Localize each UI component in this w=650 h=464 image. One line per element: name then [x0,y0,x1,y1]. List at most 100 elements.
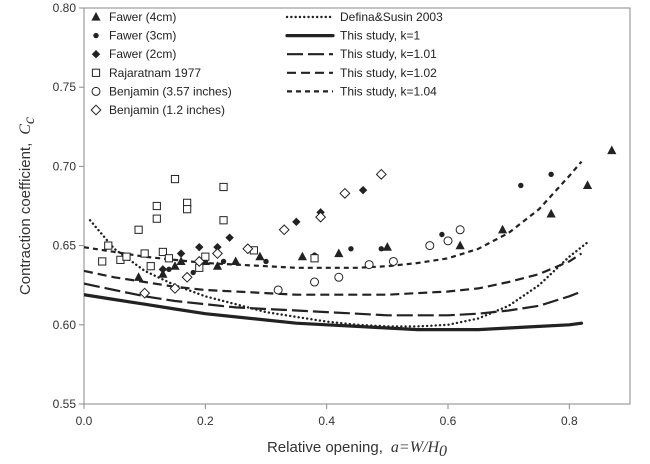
y-tick-label: 0.60 [53,318,77,332]
point-benjamin-1-2-inches [339,187,351,199]
point-benjamin-3-57-inches [273,285,283,295]
point-benjamin-1-2-inches [315,211,327,223]
point-fawer-4cm [255,251,265,261]
point-rajaratnam-1977 [146,262,155,271]
point-fawer-2cm [358,185,368,195]
point-benjamin-3-57-inches [443,236,453,246]
x-axis-label-subscript: 0 [439,443,447,460]
point-rajaratnam-1977 [170,174,180,184]
point-rajaratnam-1977 [104,241,113,250]
point-fawer-4cm [212,261,223,270]
legend-label-benjamin-1-2-inches: Benjamin (1.2 inches) [109,103,225,117]
point-fawer-2cm [195,242,204,252]
marker-layer [98,67,617,299]
point-fawer-2cm [213,242,222,252]
y-tick-label: 0.80 [53,1,77,15]
point-benjamin-1-2-inches [278,224,290,236]
legend-label-this-study-k-1-01: This study, k=1.01 [340,47,437,61]
legend-label-this-study-k-1-04: This study, k=1.04 [340,84,437,98]
x-tick-label: 0.6 [440,414,457,428]
point-benjamin-3-57-inches [455,225,465,235]
point-fawer-4cm [582,180,593,190]
legend-symbol-benjamin-3-57-inches [91,86,101,96]
point-fawer-3cm [439,231,445,238]
point-fawer-4cm [455,240,465,250]
legend-label-fawer-2cm: Fawer (2cm) [109,47,176,61]
point-fawer-2cm [176,249,186,258]
point-benjamin-1-2-inches [375,168,387,180]
point-benjamin-1-2-inches [139,287,151,299]
point-fawer-4cm [231,256,241,266]
y-axis-label: Contraction coefficient, Cc [17,117,38,295]
legend-symbol-fawer-4cm [91,12,101,21]
legend-symbol-benjamin-1-2-inches [90,104,102,116]
point-fawer-4cm [297,251,307,261]
point-rajaratnam-1977 [158,247,167,257]
curve-this-study-k-1-02 [84,252,583,296]
point-fawer-3cm [166,266,172,273]
point-benjamin-1-2-inches [181,271,193,283]
point-fawer-3cm [378,246,384,252]
point-fawer-3cm [518,182,524,189]
legend-symbol-fawer-3cm [93,32,99,39]
curve-defina-susin-2003 [88,219,589,328]
legend-symbol-rajaratnam-1977 [91,68,101,77]
point-rajaratnam-1977 [122,252,131,261]
point-rajaratnam-1977 [310,254,319,263]
y-tick-label: 0.55 [53,397,77,411]
curve-layer [84,160,589,332]
point-rajaratnam-1977 [152,201,161,211]
legend-label-defina-susin-2003: Defina&Susin 2003 [340,10,443,24]
x-tick-label: 0.2 [197,414,214,428]
point-rajaratnam-1977 [152,214,161,223]
y-axis-label-subscript: c [21,117,38,124]
curve-this-study-k-1-01 [84,282,582,317]
point-rajaratnam-1977 [98,257,107,266]
point-fawer-3cm [263,258,269,265]
y-tick-label: 0.75 [53,80,77,94]
point-fawer-4cm [498,224,508,234]
point-fawer-4cm [176,256,186,266]
x-axis: 0.0 0.2 0.4 0.6 0.8 [76,404,578,428]
point-benjamin-3-57-inches [364,260,374,270]
x-axis-label: Relative opening, a=W/H0 [267,439,447,460]
point-fawer-4cm [546,208,556,218]
y-axis-label-text: Contraction coefficient, [17,143,34,295]
y-tick-label: 0.65 [53,239,77,253]
point-benjamin-3-57-inches [310,277,320,287]
y-axis-label-variable: C [17,124,34,135]
x-axis-label-variable: a=W/H [391,439,441,456]
point-fawer-4cm [607,145,617,155]
point-benjamin-1-2-inches [169,282,181,294]
x-tick-label: 0.0 [76,414,93,428]
point-benjamin-1-2-inches [242,243,254,255]
y-axis: 0.55 0.60 0.65 0.70 0.75 0.80 [53,1,84,411]
point-fawer-4cm [170,261,180,270]
x-axis-label-text: Relative opening, [267,439,383,456]
point-fawer-2cm [292,217,301,227]
legend-label-this-study-k-1-02: This study, k=1.02 [340,66,437,80]
point-rajaratnam-1977 [219,182,228,192]
point-fawer-2cm [225,233,234,242]
x-tick-label: 0.8 [561,414,578,428]
curve-this-study-k-1 [84,293,584,332]
legend: Fawer (4cm) Fawer (3cm) Fawer (2cm) Rajarat… [86,10,506,140]
point-fawer-4cm [134,272,144,281]
point-benjamin-1-2-inches [211,248,223,260]
point-rajaratnam-1977 [140,249,149,258]
x-tick-label: 0.4 [318,414,335,428]
point-fawer-3cm [190,269,196,276]
point-benjamin-1-2-inches [193,255,205,267]
point-rajaratnam-1977 [164,254,174,263]
legend-background [86,10,506,140]
point-fawer-4cm [334,248,344,258]
point-rajaratnam-1977 [201,252,210,261]
point-fawer-3cm [220,258,227,265]
point-fawer-3cm [348,246,354,252]
point-fawer-3cm [548,171,554,178]
legend-label-benjamin-3-57-inches: Benjamin (3.57 inches) [109,84,232,98]
point-rajaratnam-1977 [134,225,143,234]
legend-label-fawer-4cm: Fawer (4cm) [109,10,176,24]
point-fawer-2cm [158,265,168,274]
